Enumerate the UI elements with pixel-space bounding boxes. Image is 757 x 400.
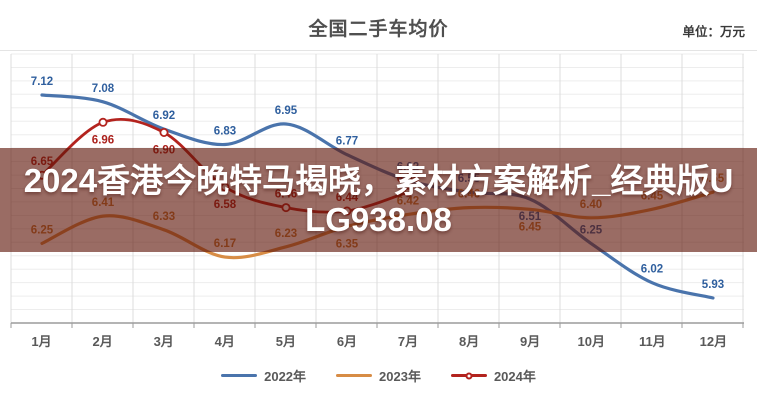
data-label-2024年: 6.96 bbox=[92, 134, 114, 146]
data-label-2022年: 6.83 bbox=[214, 126, 236, 138]
legend-line-swatch bbox=[221, 374, 258, 377]
legend-label: 2023年 bbox=[379, 369, 421, 384]
data-label-2022年: 6.77 bbox=[336, 136, 358, 148]
month-label: 3月 bbox=[153, 334, 174, 349]
legend-line-swatch bbox=[450, 372, 487, 379]
series-marker-2024年 bbox=[98, 117, 108, 127]
promo-overlay-text-line1: 2024香港今晚特马揭晓，素材方案解析_经典版U bbox=[23, 162, 734, 199]
promo-overlay-banner: 2024香港今晚特马揭晓，素材方案解析_经典版U LG938.08 bbox=[0, 148, 757, 252]
month-label: 7月 bbox=[397, 334, 419, 349]
data-label-2022年: 6.95 bbox=[275, 105, 298, 117]
month-label: 1月 bbox=[31, 334, 52, 349]
legend-line-swatch bbox=[336, 374, 373, 377]
legend-item-2024年: 2024年 bbox=[450, 366, 536, 385]
legend-item-2023年: 2023年 bbox=[336, 366, 421, 385]
month-label: 11月 bbox=[638, 334, 666, 349]
data-label-2022年: 5.93 bbox=[702, 279, 724, 291]
data-label-2022年: 7.12 bbox=[31, 76, 53, 88]
chart-legend: 2022年 2023年 2024年 bbox=[0, 366, 757, 385]
series-marker-2024年 bbox=[159, 127, 169, 137]
month-label: 10月 bbox=[577, 334, 605, 349]
data-label-2022年: 6.02 bbox=[641, 264, 663, 276]
legend-label: 2024年 bbox=[493, 369, 536, 384]
header-divider bbox=[0, 50, 757, 51]
page-title: 全国二手车均价 bbox=[308, 19, 449, 40]
month-label: 12月 bbox=[699, 334, 728, 349]
legend-marker-dot bbox=[465, 372, 473, 379]
month-label: 6月 bbox=[336, 334, 358, 349]
x-axis-month-labels: 1月 2月 3月 4月 5月 6月 7月 8月 9月 10月 11月 12月 bbox=[11, 331, 744, 350]
month-label: 2月 bbox=[92, 334, 113, 349]
legend-label: 2022年 bbox=[264, 369, 307, 384]
unit-label: 单位：万元 bbox=[682, 25, 745, 39]
month-label: 4月 bbox=[214, 334, 235, 349]
month-label: 8月 bbox=[458, 334, 480, 349]
data-label-2022年: 6.92 bbox=[153, 110, 175, 122]
promo-overlay-text-line2: LG938.08 bbox=[305, 201, 452, 238]
month-label: 5月 bbox=[275, 334, 296, 349]
legend-item-2022年: 2022年 bbox=[221, 366, 306, 385]
data-label-2022年: 7.08 bbox=[92, 83, 115, 95]
month-label: 9月 bbox=[520, 334, 541, 349]
